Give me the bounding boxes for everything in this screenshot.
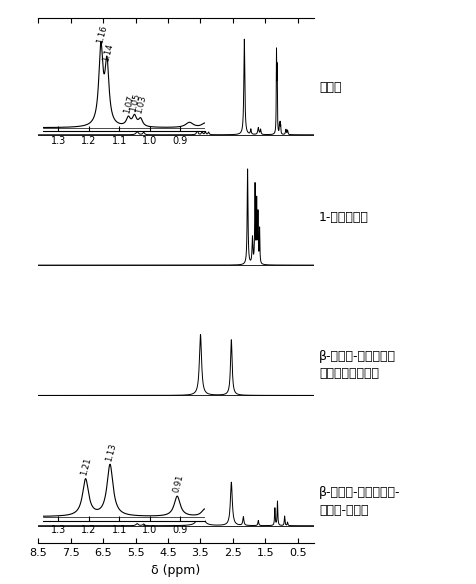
- Text: 1.07: 1.07: [122, 94, 136, 114]
- Text: β-环糖精-聚乙烯亚胺-: β-环糖精-聚乙烯亚胺-: [319, 486, 400, 499]
- Text: 1.16: 1.16: [95, 25, 109, 45]
- Text: 0.91: 0.91: [171, 474, 185, 493]
- Text: 1-金冈烷甲酸: 1-金冈烷甲酸: [319, 211, 369, 224]
- X-axis label: δ (ppm): δ (ppm): [151, 564, 201, 576]
- Text: 1.05: 1.05: [129, 92, 142, 112]
- Text: 金冈烷-阳霉素: 金冈烷-阳霉素: [319, 503, 368, 517]
- Text: β-环糖精-聚乙烯亚胺: β-环糖精-聚乙烯亚胺: [319, 350, 396, 363]
- Text: 1.14: 1.14: [101, 42, 115, 62]
- Text: 1.13: 1.13: [104, 442, 118, 463]
- Text: （氘代二甲亚督）: （氘代二甲亚督）: [319, 367, 379, 380]
- Text: 1.03: 1.03: [135, 95, 148, 115]
- Text: 1.21: 1.21: [80, 457, 93, 477]
- Text: 阳霉素: 阳霉素: [319, 81, 341, 93]
